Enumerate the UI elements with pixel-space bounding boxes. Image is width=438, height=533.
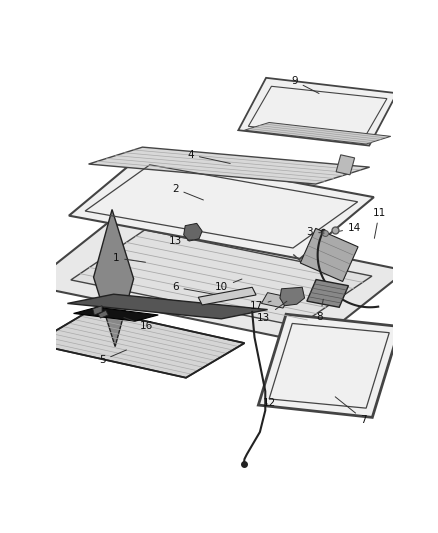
Text: 6: 6 — [172, 282, 215, 294]
Polygon shape — [94, 209, 134, 346]
Polygon shape — [261, 293, 289, 308]
Polygon shape — [300, 228, 358, 281]
Polygon shape — [67, 294, 268, 319]
Text: 13: 13 — [257, 301, 287, 323]
Text: 13: 13 — [169, 236, 193, 246]
Polygon shape — [244, 123, 391, 144]
Polygon shape — [98, 310, 108, 318]
Polygon shape — [336, 155, 355, 175]
Text: 8: 8 — [317, 299, 323, 321]
Text: 16: 16 — [124, 318, 153, 331]
Text: 4: 4 — [187, 150, 230, 164]
Text: 9: 9 — [291, 76, 319, 93]
Text: 11: 11 — [373, 207, 386, 238]
Polygon shape — [93, 306, 102, 315]
Text: 17: 17 — [249, 301, 271, 311]
Text: 2: 2 — [172, 184, 203, 200]
Text: 3: 3 — [307, 227, 324, 237]
Text: 14: 14 — [339, 223, 361, 233]
Text: 10: 10 — [215, 279, 242, 292]
Polygon shape — [71, 230, 372, 326]
Text: 7: 7 — [335, 397, 367, 425]
Polygon shape — [74, 308, 158, 321]
Polygon shape — [34, 309, 244, 378]
Polygon shape — [88, 147, 370, 184]
Polygon shape — [280, 287, 304, 306]
Polygon shape — [307, 280, 349, 308]
Text: 12: 12 — [263, 398, 276, 408]
Polygon shape — [29, 212, 406, 344]
Polygon shape — [198, 287, 256, 305]
Text: 1: 1 — [113, 253, 145, 263]
Polygon shape — [238, 78, 397, 146]
Polygon shape — [69, 154, 374, 259]
Text: 5: 5 — [99, 350, 127, 366]
Polygon shape — [184, 223, 202, 241]
Polygon shape — [258, 314, 400, 417]
